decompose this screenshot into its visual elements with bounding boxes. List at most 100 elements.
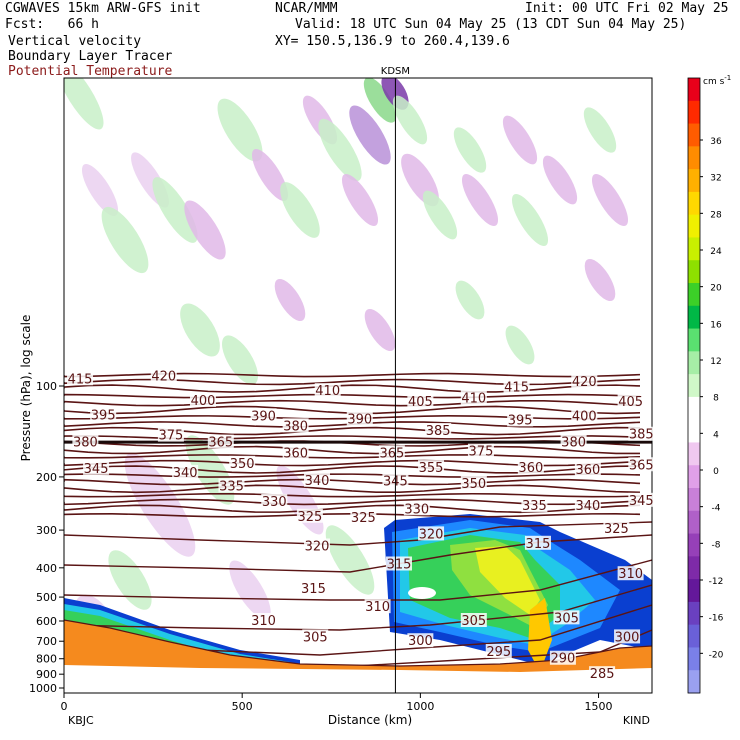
isentrope-label: 315 bbox=[301, 582, 326, 597]
isentrope bbox=[64, 484, 641, 494]
vertical-velocity-cell bbox=[152, 177, 198, 243]
isentrope-label-bg bbox=[553, 610, 580, 625]
isentrope-label-bg bbox=[467, 443, 494, 458]
isentrope-label-bg bbox=[460, 475, 487, 490]
isentrope-label: 420 bbox=[151, 369, 176, 384]
isentrope-label: 310 bbox=[251, 614, 276, 629]
isentrope-label: 405 bbox=[618, 395, 643, 410]
colorbar-swatch bbox=[688, 419, 700, 443]
isentrope-label-bg bbox=[304, 472, 331, 487]
isentrope-label-bg bbox=[261, 493, 288, 508]
isentrope-label-bg bbox=[574, 462, 601, 477]
colorbar-swatch bbox=[688, 601, 700, 626]
x-tick-label: 1500 bbox=[585, 700, 613, 713]
left-station-label: KBJC bbox=[68, 714, 94, 727]
y-tick-label: 1000 bbox=[29, 682, 57, 695]
isentrope-label-bg bbox=[603, 521, 630, 536]
isentrope-label-bg bbox=[304, 538, 331, 553]
isentrope-label: 345 bbox=[84, 462, 109, 477]
colorbar-swatch bbox=[688, 579, 700, 603]
isentrope-label-bg bbox=[485, 644, 512, 659]
colorbar-swatch bbox=[688, 488, 700, 512]
init-time: Init: 00 UTC Fri 02 May 25 bbox=[525, 1, 729, 16]
isentrope-label: 315 bbox=[526, 537, 551, 552]
isentrope-label-bg bbox=[282, 445, 309, 460]
vertical-velocity-cell bbox=[280, 182, 320, 238]
isentrope-label-bg bbox=[628, 457, 655, 472]
isentrope-label: 340 bbox=[575, 499, 600, 514]
isentrope-label: 355 bbox=[419, 461, 444, 476]
isentrope-label-bg bbox=[503, 379, 530, 394]
isentrope bbox=[64, 399, 641, 407]
colorbar-label: 0 bbox=[713, 467, 719, 477]
vertical-velocity-cell bbox=[584, 258, 616, 302]
isentrope-label-bg bbox=[425, 423, 452, 438]
colorbar-swatch bbox=[688, 442, 700, 466]
y-axis-title: Pressure (hPa), log scale bbox=[19, 315, 33, 462]
isentrope-label: 290 bbox=[550, 652, 575, 667]
colorbar-swatch bbox=[688, 374, 700, 398]
isentrope-label-bg bbox=[614, 629, 641, 644]
colorbar-swatch bbox=[688, 465, 700, 489]
isentrope-labels: 415 420 410 415 420 395 400 390 390 405 410 395 400 4… bbox=[67, 368, 655, 682]
isentrope-label-bg bbox=[350, 510, 377, 525]
isentrope-label: 320 bbox=[419, 527, 444, 542]
isentrope bbox=[64, 473, 641, 478]
isentrope-label: 400 bbox=[191, 394, 216, 409]
vertical-velocity-cell bbox=[318, 118, 362, 182]
isentrope-label: 325 bbox=[351, 511, 376, 526]
isentrope-label: 330 bbox=[404, 502, 429, 517]
colorbar-label: 36 bbox=[710, 137, 722, 147]
isentrope-label-bg bbox=[67, 371, 94, 386]
isentrope-label: 395 bbox=[91, 408, 116, 423]
colorbar-swatch bbox=[688, 556, 700, 580]
colorbar-label: -20 bbox=[709, 650, 724, 660]
y-tick-label: 600 bbox=[36, 615, 57, 628]
isentrope-label-bg bbox=[407, 394, 434, 409]
isentrope-label-bg bbox=[560, 434, 587, 449]
colorbar-swatch bbox=[688, 123, 700, 147]
y-tick-label: 300 bbox=[36, 524, 57, 537]
isentrope-label: 365 bbox=[629, 458, 654, 473]
colorbar-label: -4 bbox=[712, 504, 721, 514]
isentrope-label-bg bbox=[282, 418, 309, 433]
vertical-velocity-cell bbox=[364, 308, 396, 352]
isentrope-label-bg bbox=[385, 556, 412, 571]
isentrope bbox=[64, 421, 641, 428]
vertical-velocity-cell bbox=[542, 155, 578, 205]
tracer-plume bbox=[475, 546, 540, 615]
isentrope-label-bg bbox=[628, 426, 655, 441]
isentrope-label: 295 bbox=[486, 645, 511, 660]
isentrope-label: 340 bbox=[305, 474, 330, 489]
plot-area bbox=[64, 78, 652, 693]
colorbar-swatch bbox=[688, 100, 700, 125]
isentrope bbox=[64, 435, 641, 440]
colorbar-unit: cm s-1 bbox=[703, 74, 731, 87]
isentrope bbox=[64, 372, 641, 378]
isentrope bbox=[64, 445, 641, 455]
colorbar-swatch bbox=[688, 191, 700, 216]
colorbar-swatch bbox=[688, 624, 700, 648]
isentrope-label: 300 bbox=[615, 630, 640, 645]
isentrope bbox=[64, 584, 652, 631]
x-axis-title: Distance (km) bbox=[328, 713, 412, 727]
isentrope-label: 360 bbox=[575, 463, 600, 478]
isentrope bbox=[64, 512, 641, 518]
colorbar-swatch bbox=[688, 260, 700, 284]
isentrope-label-bg bbox=[460, 390, 487, 405]
vertical-velocity-cell bbox=[453, 127, 487, 173]
axes: 0 500 1000 15001002003004005006007008009001… bbox=[29, 78, 613, 713]
colorbar-swatch bbox=[688, 328, 700, 352]
isentrope bbox=[64, 384, 641, 393]
vertical-velocity-cell bbox=[64, 78, 104, 130]
vertical-velocity-cell bbox=[392, 95, 428, 145]
vertical-velocity-cell bbox=[422, 190, 458, 240]
colorbar-label: 28 bbox=[710, 210, 722, 220]
colorbar-swatch bbox=[688, 78, 700, 102]
field-boundary-layer-tracer: Boundary Layer Tracer bbox=[8, 49, 173, 64]
isentrope bbox=[64, 478, 641, 486]
vertical-velocity-cell bbox=[591, 174, 629, 226]
isentrope-label-bg bbox=[172, 464, 199, 479]
isentrope-label: 385 bbox=[629, 428, 654, 443]
vertical-velocity-cell bbox=[108, 550, 152, 610]
